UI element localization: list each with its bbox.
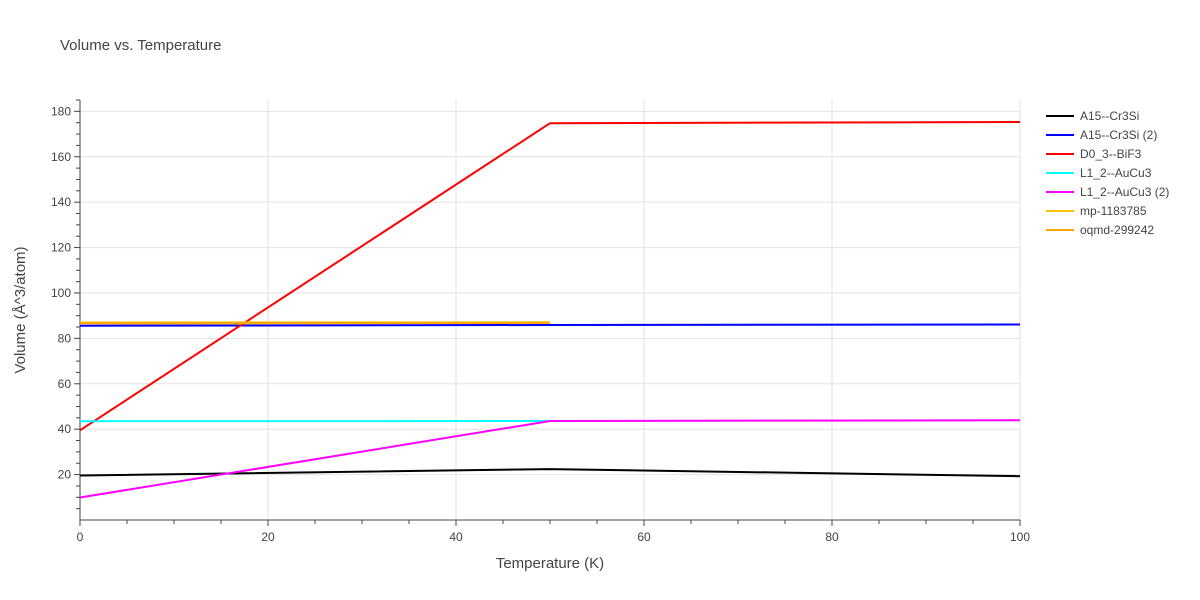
x-tick-label: 20: [261, 530, 275, 544]
legend-label: A15--Cr3Si (2): [1080, 128, 1157, 142]
legend: A15--Cr3Si A15--Cr3Si (2) D0_3--BiF3 L1_2--…: [1046, 109, 1169, 237]
plot-lines: [79, 121, 1021, 499]
y-tick-label: 180: [51, 104, 71, 118]
legend-label: mp-1183785: [1080, 204, 1147, 218]
series-line-2: [79, 323, 1021, 327]
series-line-3: [79, 121, 1021, 432]
y-tick-label: 140: [51, 195, 71, 209]
x-tick-label: 100: [1010, 530, 1030, 544]
x-tick-label: 80: [825, 530, 839, 544]
y-tick-label: 120: [51, 241, 71, 255]
grid: [80, 100, 1021, 520]
y-tick-label: 60: [58, 377, 72, 391]
y-axis-title: Volume (Å^3/atom): [12, 246, 29, 373]
x-tick-label: 40: [449, 530, 463, 544]
y-tick-label: 100: [51, 286, 71, 300]
legend-label: A15--Cr3Si: [1080, 109, 1139, 123]
y-tick-label: 20: [58, 468, 72, 482]
y-tick-label: 40: [58, 422, 72, 436]
legend-label: L1_2--AuCu3: [1080, 166, 1152, 180]
legend-label: oqmd-299242: [1080, 223, 1154, 237]
y-tick-label: 160: [51, 150, 71, 164]
y-tick-label: 80: [58, 331, 72, 345]
series-line-1: [79, 468, 1021, 478]
x-axis-title: Temperature (K): [496, 555, 604, 572]
series-line-5: [79, 419, 1021, 499]
series-line-7: [79, 321, 551, 325]
x-tick-label: 60: [637, 530, 651, 544]
tick-labels: 0 20 40 60 80 100 20 40 60 80 100 120 140 160 180: [51, 104, 1030, 544]
chart-title: Volume vs. Temperature: [60, 37, 221, 54]
legend-label: D0_3--BiF3: [1080, 147, 1142, 161]
legend-label: L1_2--AuCu3 (2): [1080, 185, 1169, 199]
axes: [74, 99, 1021, 526]
x-tick-label: 0: [77, 530, 84, 544]
